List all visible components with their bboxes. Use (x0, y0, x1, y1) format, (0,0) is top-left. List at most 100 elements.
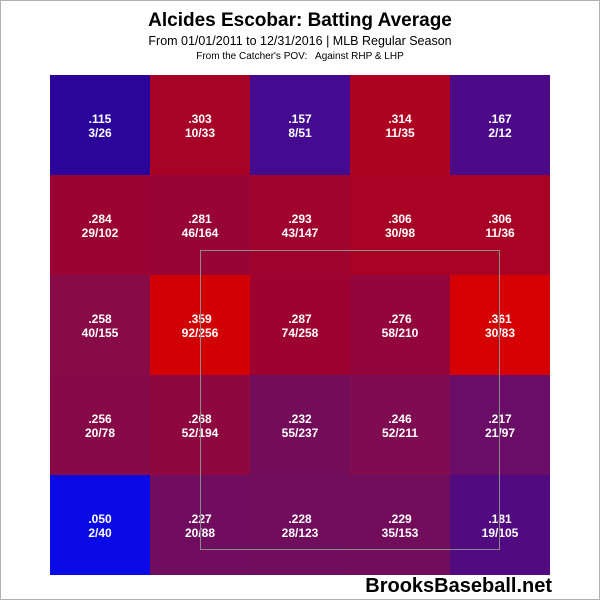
zone-cell-r3-c5: .361 30/83 (450, 275, 550, 375)
zone-cell-hits-at-bats: 20/88 (184, 526, 216, 540)
zone-cell-average: .115 (88, 112, 112, 126)
zone-cell-r4-c1: .256 20/78 (50, 375, 150, 475)
zone-cell-hits-at-bats: 21/97 (484, 426, 516, 440)
zone-cell-average: .314 (388, 112, 412, 126)
zone-cell-label: .157 8/51 (250, 112, 350, 140)
zone-cell-hits-at-bats: 30/83 (484, 326, 516, 340)
zone-cell-average: .228 (288, 512, 312, 526)
zone-cell-r1-c1: .115 3/26 (50, 75, 150, 175)
zone-cell-average: .306 (388, 212, 412, 226)
zone-cell-hits-at-bats: 30/98 (384, 226, 416, 240)
zone-cell-label: .232 55/237 (250, 412, 350, 440)
zone-cell-hits-at-bats: 28/123 (281, 526, 319, 540)
zone-cell-r3-c3: .287 74/258 (250, 275, 350, 375)
zone-cell-average: .258 (88, 312, 112, 326)
zone-cell-r4-c5: .217 21/97 (450, 375, 550, 475)
zone-cell-hits-at-bats: 43/147 (281, 226, 319, 240)
zone-cell-hits-at-bats: 29/102 (81, 226, 119, 240)
zone-cell-hits-at-bats: 46/164 (181, 226, 219, 240)
zone-cell-hits-at-bats: 19/105 (481, 526, 519, 540)
zone-cell-hits-at-bats: 74/258 (281, 326, 319, 340)
zone-cell-label: .229 35/153 (350, 512, 450, 540)
zone-cell-average: .276 (388, 312, 412, 326)
zone-cell-average: .227 (188, 512, 212, 526)
zone-cell-label: .306 30/98 (350, 212, 450, 240)
zone-cell-hits-at-bats: 11/35 (385, 126, 415, 140)
zone-cell-label: .361 30/83 (450, 312, 550, 340)
zone-cell-label: .167 2/12 (450, 112, 550, 140)
zone-cell-r1-c4: .314 11/35 (350, 75, 450, 175)
zone-cell-average: .287 (288, 312, 312, 326)
zone-cell-label: .258 40/155 (50, 312, 150, 340)
zone-cell-r2-c4: .306 30/98 (350, 175, 450, 275)
zone-cell-average: .050 (88, 512, 112, 526)
zone-cell-label: .306 11/36 (450, 212, 550, 240)
zone-cell-hits-at-bats: 40/155 (81, 326, 119, 340)
zone-cell-average: .303 (188, 112, 212, 126)
zone-cell-hits-at-bats: 8/51 (288, 126, 312, 140)
zone-cell-hits-at-bats: 10/33 (184, 126, 216, 140)
zone-cell-average: .293 (288, 212, 312, 226)
zone-cell-r5-c5: .181 19/105 (450, 475, 550, 575)
zone-cell-r2-c1: .284 29/102 (50, 175, 150, 275)
zone-cell-average: .167 (488, 112, 512, 126)
zone-cell-hits-at-bats: 20/78 (84, 426, 116, 440)
zone-cell-r3-c4: .276 58/210 (350, 275, 450, 375)
zone-cell-average: .229 (388, 512, 412, 526)
zone-cell-label: .276 58/210 (350, 312, 450, 340)
zone-cell-label: .314 11/35 (350, 112, 450, 140)
zone-cell-average: .306 (488, 212, 512, 226)
zone-cell-average: .284 (88, 212, 112, 226)
zone-cell-average: .232 (288, 412, 312, 426)
zone-cell-hits-at-bats: 11/36 (485, 226, 515, 240)
zone-cell-r5-c4: .229 35/153 (350, 475, 450, 575)
zone-cell-hits-at-bats: 92/256 (181, 326, 219, 340)
zone-cell-label: .228 28/123 (250, 512, 350, 540)
watermark: BrooksBaseball.net (365, 575, 552, 597)
zone-cell-r4-c2: .268 52/194 (150, 375, 250, 475)
zone-cell-hits-at-bats: 35/153 (381, 526, 419, 540)
zone-cell-label: .268 52/194 (150, 412, 250, 440)
zone-cell-r5-c3: .228 28/123 (250, 475, 350, 575)
zone-cell-average: .246 (388, 412, 412, 426)
zone-cell-average: .157 (288, 112, 312, 126)
zone-cell-r3-c1: .258 40/155 (50, 275, 150, 375)
zone-cell-hits-at-bats: 55/237 (281, 426, 319, 440)
zone-cell-average: .281 (188, 212, 212, 226)
chart-title: Alcides Escobar: Batting Average (148, 10, 452, 31)
zone-cell-average: .361 (488, 312, 512, 326)
zone-cell-average: .256 (88, 412, 112, 426)
zone-cell-r4-c3: .232 55/237 (250, 375, 350, 475)
zone-cell-r1-c2: .303 10/33 (150, 75, 250, 175)
zone-cell-r2-c2: .281 46/164 (150, 175, 250, 275)
chart-subtitle: From 01/01/2011 to 12/31/2016 | MLB Regu… (148, 34, 452, 48)
zone-cell-hits-at-bats: 58/210 (381, 326, 419, 340)
zone-cell-label: .303 10/33 (150, 112, 250, 140)
zone-cell-label: .217 21/97 (450, 412, 550, 440)
zone-cell-hits-at-bats: 3/26 (88, 126, 112, 140)
zone-cell-r2-c5: .306 11/36 (450, 175, 550, 275)
zone-cell-label: .281 46/164 (150, 212, 250, 240)
chart-subtitle-pov: From the Catcher's POV: Against RHP & LH… (196, 51, 404, 62)
zone-heatmap: .115 3/26.303 10/33.157 8/51.314 11/35.167 2/… (50, 75, 550, 575)
zone-cell-average: .181 (488, 512, 512, 526)
zone-cell-r5-c2: .227 20/88 (150, 475, 250, 575)
zone-cell-label: .287 74/258 (250, 312, 350, 340)
zone-cell-average: .217 (488, 412, 512, 426)
zone-cell-label: .227 20/88 (150, 512, 250, 540)
zone-cell-hits-at-bats: 2/40 (88, 526, 112, 540)
zone-cell-r1-c3: .157 8/51 (250, 75, 350, 175)
zone-cell-label: .115 3/26 (50, 112, 150, 140)
zone-cell-r1-c5: .167 2/12 (450, 75, 550, 175)
zone-cell-r3-c2: .359 92/256 (150, 275, 250, 375)
zone-cell-average: .268 (188, 412, 212, 426)
zone-cell-r5-c1: .050 2/40 (50, 475, 150, 575)
zone-cell-label: .284 29/102 (50, 212, 150, 240)
zone-cell-r2-c3: .293 43/147 (250, 175, 350, 275)
zone-cell-hits-at-bats: 52/194 (181, 426, 219, 440)
zone-cell-hits-at-bats: 52/211 (381, 426, 419, 440)
zone-cell-label: .246 52/211 (350, 412, 450, 440)
zone-cell-label: .359 92/256 (150, 312, 250, 340)
zone-cell-label: .293 43/147 (250, 212, 350, 240)
zone-cell-label: .181 19/105 (450, 512, 550, 540)
